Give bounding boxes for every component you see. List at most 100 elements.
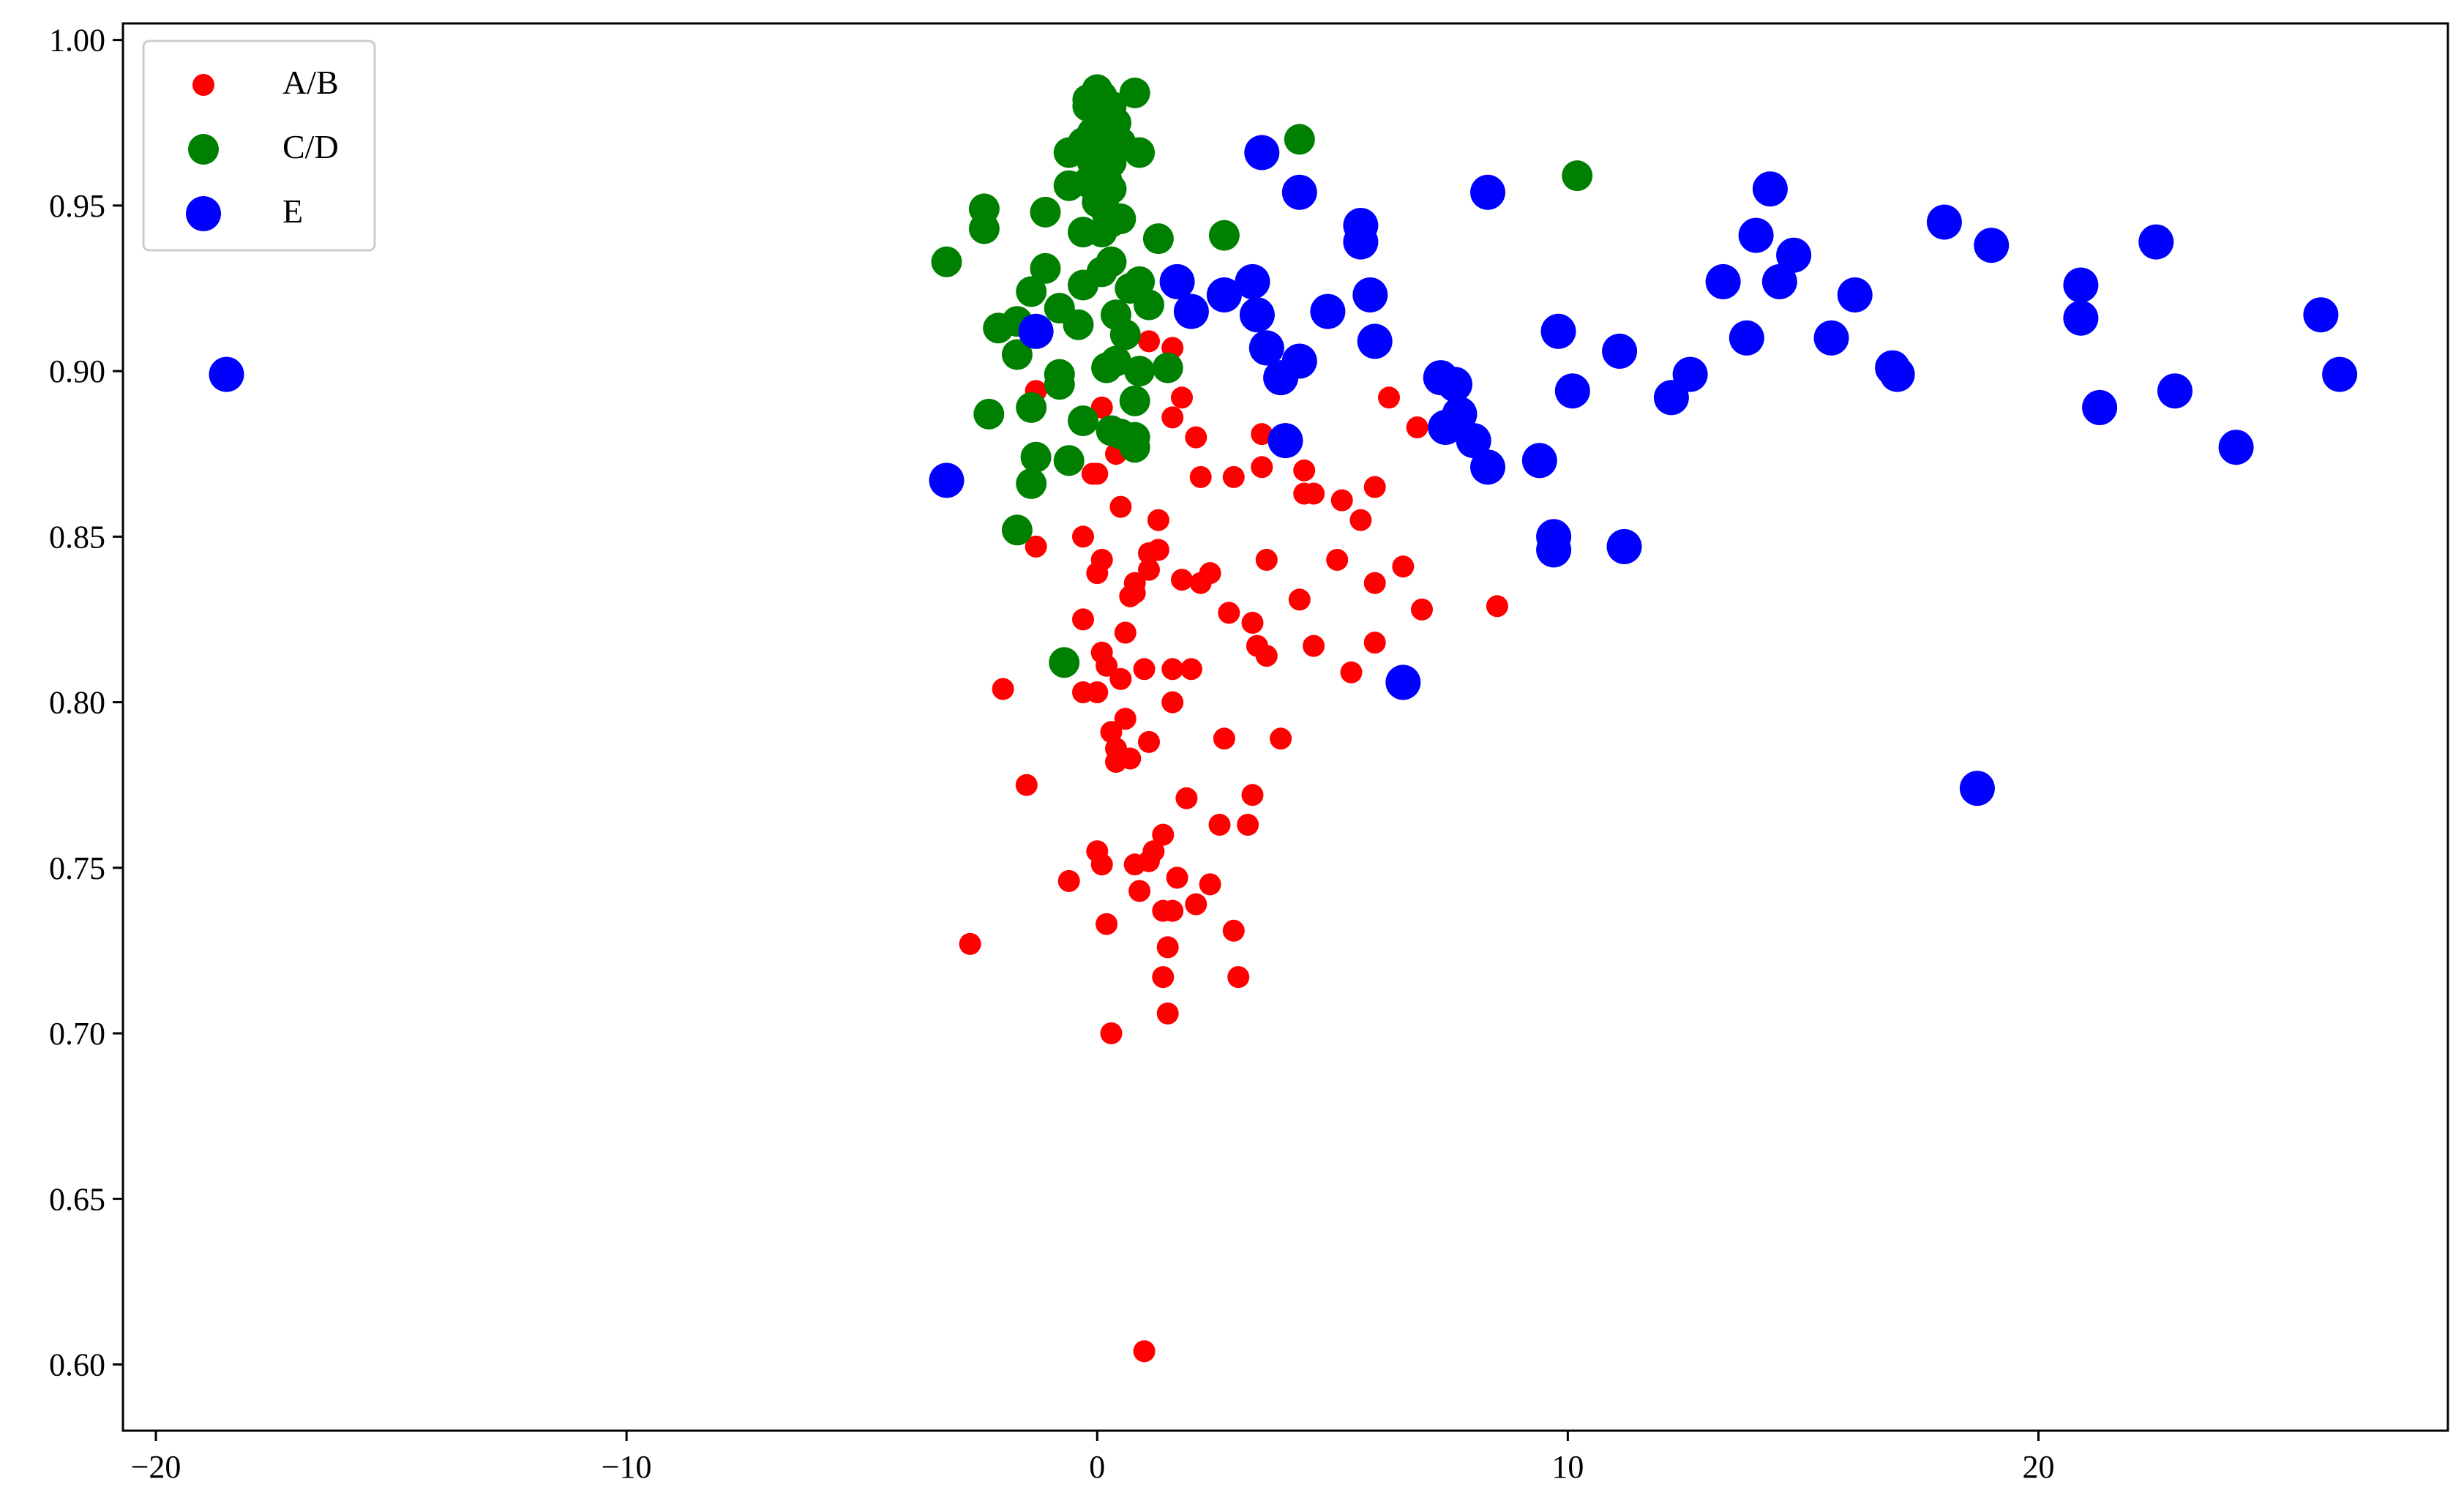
data-point (1049, 647, 1080, 678)
data-point (1437, 367, 1472, 402)
legend-label: E (282, 192, 303, 230)
data-point (1343, 224, 1379, 260)
legend-label: A/B (282, 64, 339, 101)
data-point (1138, 330, 1160, 353)
data-point (1406, 416, 1428, 438)
data-point (1218, 602, 1240, 624)
data-point (1222, 465, 1245, 488)
data-point (1239, 297, 1275, 333)
data-point (1208, 814, 1231, 836)
data-point (1185, 426, 1207, 449)
data-point (1119, 78, 1150, 108)
data-point (2063, 267, 2099, 303)
data-point (1114, 708, 1136, 730)
y-tick-label: 0.95 (49, 188, 105, 224)
data-point (1705, 263, 1741, 299)
y-tick-label: 1.00 (49, 23, 105, 59)
data-point (1020, 441, 1052, 473)
data-point (1175, 787, 1198, 809)
data-point (973, 398, 1005, 430)
legend-label: C/D (282, 128, 339, 165)
data-point (1133, 1340, 1156, 1363)
data-point (1411, 598, 1433, 621)
data-point (1340, 661, 1363, 684)
data-point (931, 246, 962, 277)
data-point (1018, 313, 1054, 349)
x-tick-label: 20 (2022, 1449, 2054, 1485)
data-point (1138, 558, 1160, 581)
data-point (1030, 252, 1061, 284)
data-point (1349, 509, 1372, 531)
data-point (1653, 380, 1689, 416)
data-point (1072, 608, 1094, 631)
data-point (1105, 737, 1127, 760)
data-point (1100, 721, 1123, 744)
x-tick-label: −20 (131, 1449, 181, 1485)
series-e (209, 135, 2358, 806)
y-tick-label: 0.85 (49, 519, 105, 555)
data-point (1776, 237, 1812, 273)
series-c-d (931, 74, 1593, 678)
data-point (1363, 476, 1386, 498)
points-layer (209, 74, 2358, 1363)
data-point (2138, 224, 2174, 260)
data-point (929, 463, 965, 498)
data-point (1310, 293, 1346, 329)
data-point (1156, 1002, 1179, 1025)
data-point (1173, 293, 1209, 329)
data-point (1152, 966, 1175, 989)
data-point (1761, 263, 1797, 299)
data-point (1109, 667, 1132, 690)
data-point (1199, 873, 1221, 896)
data-point (1053, 445, 1085, 476)
data-point (1161, 691, 1184, 714)
data-point (1096, 913, 1118, 935)
data-point (1171, 386, 1193, 409)
data-point (1813, 320, 1849, 356)
data-point (1185, 893, 1207, 915)
data-point (1752, 171, 1788, 207)
data-point (1001, 339, 1033, 370)
data-point (1293, 459, 1316, 482)
data-point (1152, 823, 1175, 846)
data-point (1554, 373, 1590, 409)
data-point (1248, 330, 1284, 366)
data-point (1109, 495, 1132, 518)
data-point (1246, 634, 1268, 657)
data-point (1521, 443, 1557, 479)
x-tick-label: 0 (1089, 1449, 1105, 1485)
data-point (1100, 1022, 1123, 1044)
data-point (1213, 727, 1235, 750)
data-point (1244, 135, 1280, 171)
data-point (1161, 406, 1184, 429)
data-point (1357, 323, 1393, 359)
data-point (1352, 277, 1388, 312)
y-tick-label: 0.65 (49, 1181, 105, 1217)
data-point (1057, 869, 1080, 892)
data-point (1114, 621, 1136, 644)
data-point (209, 356, 244, 392)
data-point (1128, 880, 1151, 902)
y-tick-label: 0.80 (49, 685, 105, 721)
data-point (1456, 423, 1491, 459)
data-point (1124, 266, 1156, 297)
legend-marker (188, 134, 219, 165)
data-point (1222, 919, 1245, 942)
data-point (1288, 588, 1311, 611)
data-point (1096, 246, 1127, 277)
data-point (1016, 468, 1047, 499)
data-point (1189, 465, 1212, 488)
data-point (1044, 359, 1075, 390)
data-point (1147, 539, 1169, 561)
data-point (1124, 356, 1156, 387)
data-point (1602, 333, 1638, 369)
data-point (1015, 774, 1038, 796)
data-point (1385, 664, 1421, 700)
legend-marker (186, 196, 221, 231)
data-point (1562, 160, 1593, 192)
data-point (1263, 360, 1299, 396)
data-point (2157, 373, 2192, 409)
data-point (1251, 456, 1273, 479)
data-point (1147, 509, 1169, 531)
